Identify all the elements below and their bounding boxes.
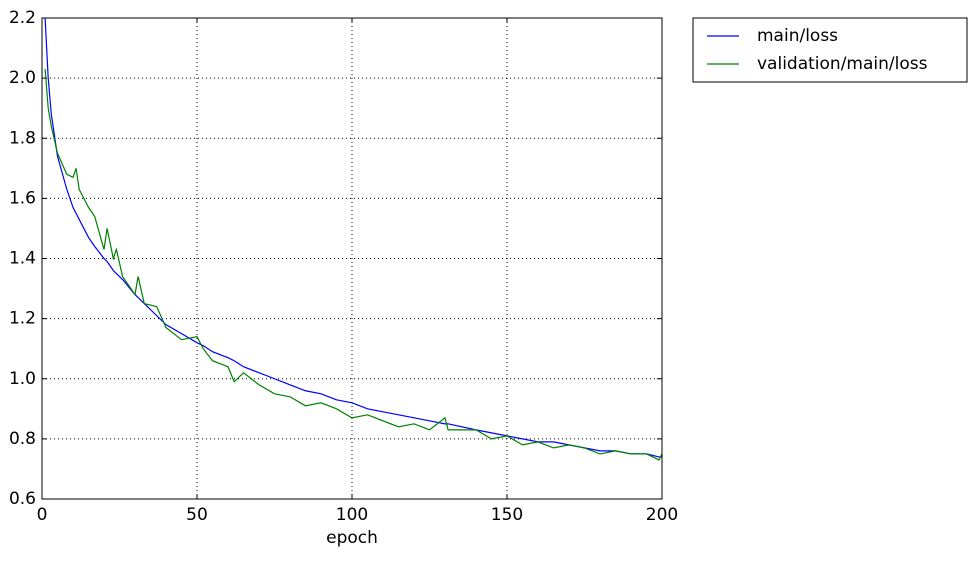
series-line: [44, 69, 663, 461]
x-tick-label: 100: [336, 505, 368, 525]
legend-box: [692, 17, 968, 83]
y-tick-label: 0.6: [9, 489, 36, 509]
x-tick-label: 200: [646, 505, 678, 525]
y-tick-label: 1.2: [9, 309, 36, 329]
y-tick-label: 2.2: [9, 8, 36, 28]
legend-label: main/loss: [757, 26, 838, 46]
x-tick-label: 0: [37, 505, 48, 525]
plot-frame: [41, 17, 663, 500]
x-axis-label: epoch: [326, 528, 378, 548]
series-line: [44, 17, 662, 458]
x-tick-label: 50: [186, 505, 208, 525]
y-tick-label: 0.8: [9, 429, 36, 449]
x-tick-label: 150: [491, 505, 523, 525]
y-tick-label: 1.6: [9, 188, 36, 208]
y-tick-label: 1.0: [9, 369, 36, 389]
y-tick-label: 2.0: [9, 68, 36, 88]
y-tick-label: 1.8: [9, 128, 36, 148]
legend-label: validation/main/loss: [757, 54, 928, 74]
y-tick-label: 1.4: [9, 249, 36, 269]
